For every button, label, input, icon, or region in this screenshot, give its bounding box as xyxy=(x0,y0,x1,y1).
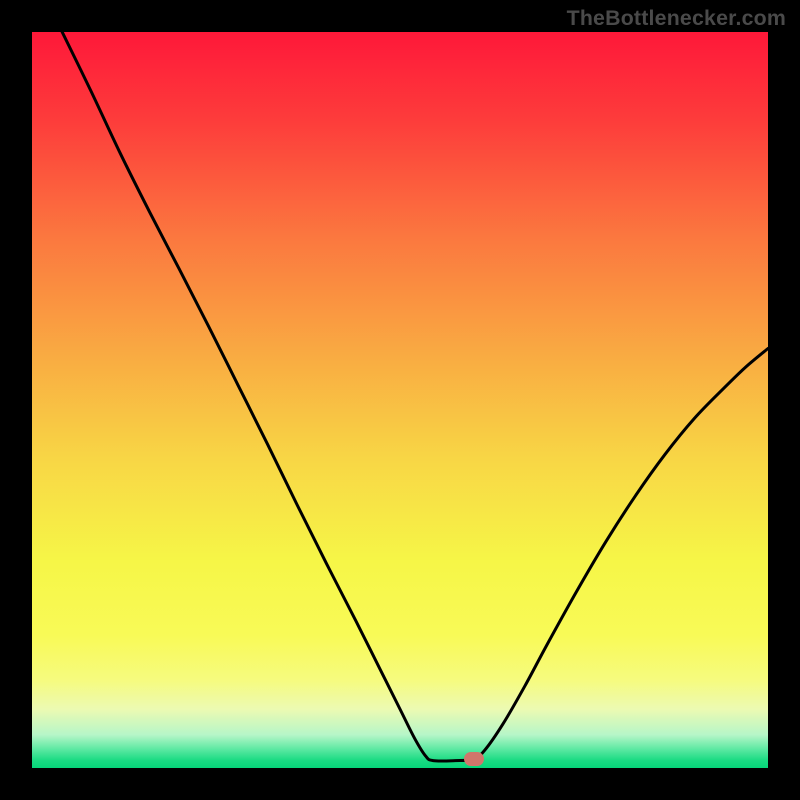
plot-area xyxy=(32,32,768,768)
curve-layer xyxy=(32,32,768,768)
bottleneck-curve xyxy=(62,32,768,761)
watermark-text: TheBottlenecker.com xyxy=(567,6,786,31)
optimum-marker xyxy=(464,752,484,766)
